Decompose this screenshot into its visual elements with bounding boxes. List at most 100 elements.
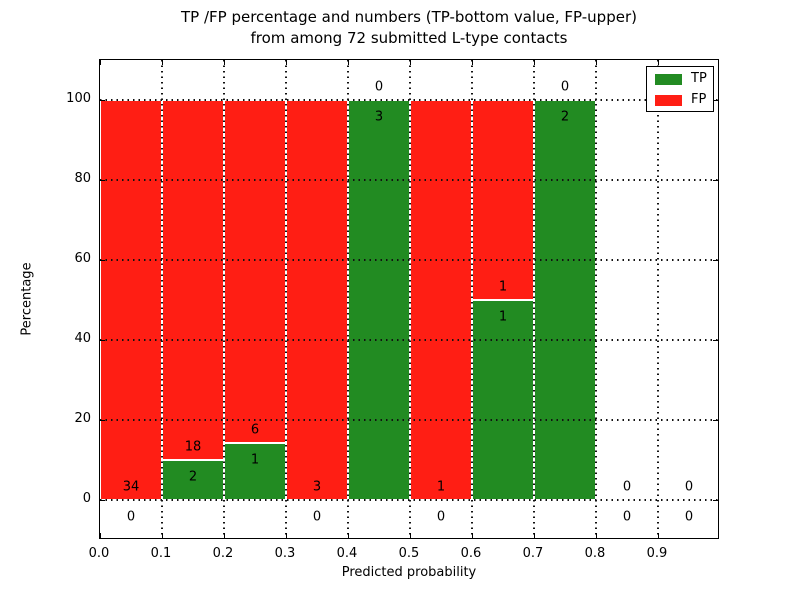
x-tick-mark — [595, 60, 597, 65]
x-tick-label: 0.4 — [336, 546, 358, 561]
bar-segment-tp — [348, 100, 410, 500]
x-tick-label: 0.3 — [274, 546, 296, 561]
x-axis-label: Predicted probability — [341, 565, 477, 580]
bar-segment-tp — [472, 300, 534, 500]
y-tick-mark — [713, 179, 718, 181]
h-gridline — [100, 259, 718, 261]
fp-count-label: 1 — [498, 279, 508, 295]
tp-count-label: 2 — [188, 469, 198, 485]
y-tick-label: 60 — [74, 251, 91, 266]
fp-count-label: 6 — [250, 422, 260, 438]
y-tick-label: 0 — [82, 491, 91, 506]
h-gridline — [100, 419, 718, 421]
x-tick-mark — [285, 533, 287, 538]
chart-title: TP /FP percentage and numbers (TP-bottom… — [99, 7, 719, 49]
chart-title-line1: TP /FP percentage and numbers (TP-bottom… — [181, 8, 637, 26]
x-tick-mark — [161, 533, 163, 538]
x-tick-mark — [471, 533, 473, 538]
y-tick-label: 100 — [66, 91, 91, 106]
v-gridline — [347, 60, 349, 538]
y-tick-mark — [713, 99, 718, 101]
v-gridline — [409, 60, 411, 538]
x-tick-mark — [533, 60, 535, 65]
x-tick-label: 0.2 — [212, 546, 234, 561]
fp-count-label: 0 — [560, 79, 570, 95]
y-tick-mark — [713, 259, 718, 261]
x-tick-label: 0.5 — [398, 546, 420, 561]
y-tick-mark — [100, 99, 105, 101]
x-tick-mark — [657, 533, 659, 538]
fp-count-label: 18 — [184, 439, 202, 455]
chart-title-line2: from among 72 submitted L-type contacts — [250, 29, 568, 47]
legend-swatch-fp — [655, 95, 682, 106]
x-tick-mark — [657, 60, 659, 65]
x-tick-mark — [223, 60, 225, 65]
h-gridline — [100, 179, 718, 181]
y-tick-mark — [713, 419, 718, 421]
x-tick-label: 0.9 — [646, 546, 668, 561]
bar-segment-fp — [224, 100, 286, 443]
tp-count-label: 0 — [312, 509, 322, 525]
tp-count-label: 2 — [560, 109, 570, 125]
v-gridline — [285, 60, 287, 538]
v-gridline — [471, 60, 473, 538]
v-gridline — [533, 60, 535, 538]
tp-count-label: 0 — [684, 509, 694, 525]
y-tick-label: 40 — [74, 331, 91, 346]
bar-segment-fp — [286, 100, 348, 500]
x-tick-mark — [99, 533, 101, 538]
v-gridline — [223, 60, 225, 538]
h-gridline — [100, 339, 718, 341]
v-gridline — [161, 60, 163, 538]
x-tick-mark — [99, 60, 101, 65]
fp-count-label: 3 — [312, 479, 322, 495]
plot-area: 34 0 18 2 6 1 3 0 0 3 1 0 1 1 0 2 0 0 0 0 — [99, 59, 719, 539]
x-tick-mark — [285, 60, 287, 65]
y-tick-mark — [713, 499, 718, 501]
tp-count-label: 1 — [498, 309, 508, 325]
bar-segment-tp — [534, 100, 596, 500]
h-gridline — [100, 499, 718, 501]
y-tick-label: 80 — [74, 171, 91, 186]
y-tick-mark — [100, 179, 105, 181]
tp-count-label: 0 — [126, 509, 136, 525]
x-tick-mark — [595, 533, 597, 538]
legend-label-fp: FP — [691, 92, 707, 107]
tp-count-label: 0 — [622, 509, 632, 525]
x-tick-mark — [223, 533, 225, 538]
x-tick-mark — [409, 533, 411, 538]
x-tick-label: 0.8 — [584, 546, 606, 561]
v-gridline — [595, 60, 597, 538]
y-tick-mark — [100, 339, 105, 341]
y-tick-mark — [100, 259, 105, 261]
bar-segment-fp — [410, 100, 472, 500]
legend-swatch-tp — [655, 74, 682, 85]
x-tick-mark — [471, 60, 473, 65]
fp-count-label: 0 — [684, 479, 694, 495]
tp-count-label: 0 — [436, 509, 446, 525]
bar-segment-fp — [100, 100, 162, 500]
x-tick-label: 0.0 — [88, 546, 110, 561]
y-tick-mark — [100, 499, 105, 501]
x-tick-mark — [533, 533, 535, 538]
legend-row-fp: FP — [647, 92, 713, 108]
x-tick-mark — [161, 60, 163, 65]
x-tick-label: 0.6 — [460, 546, 482, 561]
legend-label-tp: TP — [691, 71, 707, 86]
tp-count-label: 1 — [250, 452, 260, 468]
fp-count-label: 0 — [374, 79, 384, 95]
x-tick-label: 0.7 — [522, 546, 544, 561]
y-tick-label: 20 — [74, 411, 91, 426]
x-tick-label: 0.1 — [150, 546, 172, 561]
x-tick-mark — [409, 60, 411, 65]
legend: TP FP — [646, 66, 714, 112]
bar-segment-fp — [472, 100, 534, 300]
bar-segment-fp — [162, 100, 224, 460]
y-tick-mark — [100, 419, 105, 421]
y-tick-mark — [713, 339, 718, 341]
fp-count-label: 34 — [122, 479, 140, 495]
y-axis-label: Percentage — [19, 262, 35, 336]
fp-count-label: 1 — [436, 479, 446, 495]
tp-count-label: 3 — [374, 109, 384, 125]
